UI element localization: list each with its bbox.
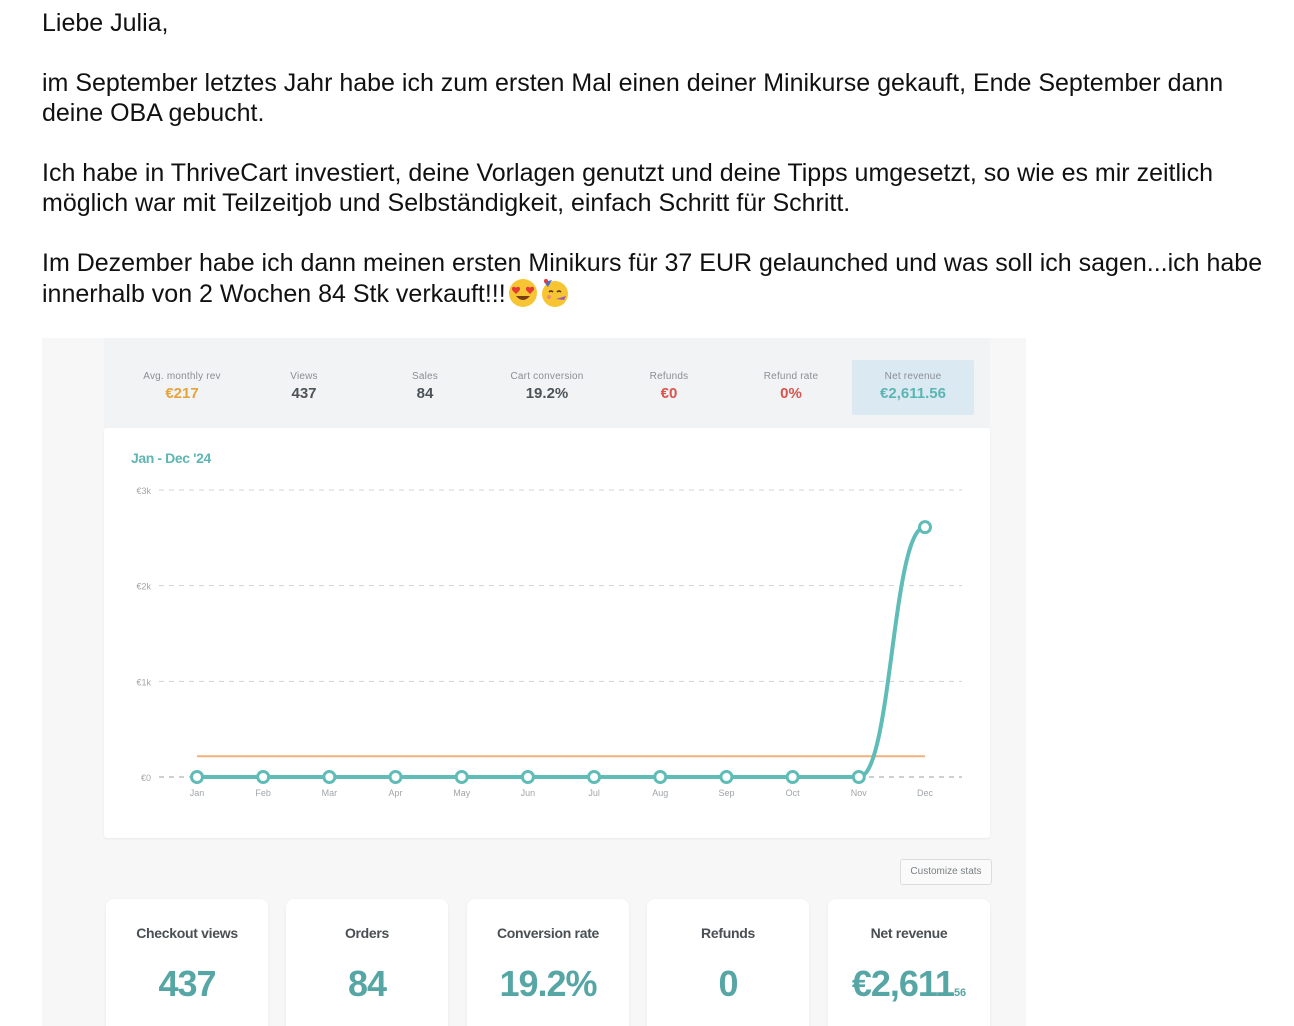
card-orders: Orders 84 <box>286 899 448 1026</box>
card-checkout-views: Checkout views 437 <box>106 899 268 1026</box>
data-point <box>587 770 602 784</box>
party-face-icon <box>541 279 568 307</box>
stat-value: 0% <box>780 385 802 402</box>
thrivecart-dashboard-screenshot: Avg. monthly rev €217 Views 437 Sales 84… <box>42 338 1026 1026</box>
stat-value: €2,611.56 <box>880 385 946 402</box>
stat-label: Cart conversion <box>510 371 584 382</box>
stat-value: 19.2% <box>525 385 569 402</box>
card-value: 0 <box>718 963 738 1004</box>
data-point <box>653 770 668 784</box>
data-point <box>785 770 800 784</box>
data-point <box>918 520 932 535</box>
card-net-revenue: Net revenue €2,61156 <box>828 899 990 1026</box>
stat-value: €0 <box>660 385 678 402</box>
x-tick-label: Sep <box>718 788 734 798</box>
stat-value: €217 <box>165 385 199 402</box>
y-tick-label: €0 <box>141 773 151 783</box>
data-point <box>719 770 734 784</box>
card-value-main: €2,611 <box>851 963 955 1004</box>
email-body: Liebe Julia, im September letztes Jahr h… <box>42 8 1272 339</box>
data-point <box>190 770 204 784</box>
stat-label: Refund rate <box>763 371 819 382</box>
stat-label: Net revenue <box>884 371 942 382</box>
stat-refunds: Refunds €0 <box>608 371 730 402</box>
stat-label: Avg. monthly rev <box>143 371 221 382</box>
data-point <box>256 770 271 784</box>
x-tick-label: Feb <box>255 788 271 798</box>
revenue-series-line <box>197 525 926 779</box>
stat-cart-conversion: Cart conversion 19.2% <box>486 371 608 402</box>
card-conversion-rate: Conversion rate 19.2% <box>467 899 629 1026</box>
y-tick-label: €3k <box>136 486 151 496</box>
y-tick-label: €1k <box>136 677 151 687</box>
x-tick-label: Apr <box>389 788 403 798</box>
stat-avg-monthly-rev: Avg. monthly rev €217 <box>121 371 243 402</box>
revenue-chart-card: Jan - Dec '24 €0 €1k €2k €3k Jan Feb Mar Apr May J… <box>104 428 990 838</box>
data-point <box>388 770 403 784</box>
customize-stats-button[interactable]: Customize stats <box>900 859 992 885</box>
card-label: Refunds <box>701 925 755 941</box>
card-value: 437 <box>158 963 216 1004</box>
data-point <box>520 770 535 784</box>
card-label: Checkout views <box>136 925 238 941</box>
x-tick-label: Mar <box>322 788 338 798</box>
x-tick-label: May <box>453 788 471 798</box>
card-value: 84 <box>347 963 387 1004</box>
paragraph-3: Im Dezember habe ich dann meinen ersten … <box>42 248 1272 309</box>
data-point <box>322 770 337 784</box>
card-refunds: Refunds 0 <box>647 899 809 1026</box>
paragraph-1: im September letztes Jahr habe ich zum e… <box>42 69 1224 127</box>
card-label: Orders <box>344 925 390 941</box>
x-tick-label: Jul <box>588 788 600 798</box>
paragraph-3-text: Im Dezember habe ich dann meinen ersten … <box>42 249 1263 308</box>
chart-title: Jan - Dec '24 <box>131 450 211 466</box>
x-tick-label: Jan <box>190 788 205 798</box>
summary-stats-bar: Avg. monthly rev €217 Views 437 Sales 84… <box>104 338 990 428</box>
card-value-cents: 56 <box>953 987 967 999</box>
card-value: €2,61156 <box>828 963 990 1005</box>
y-tick-label: €2k <box>136 582 151 592</box>
x-tick-label: Oct <box>786 788 801 798</box>
stat-value: 84 <box>416 385 434 402</box>
stat-label: Views <box>290 371 318 382</box>
data-point <box>454 770 469 784</box>
card-label: Net revenue <box>870 925 948 941</box>
stat-net-revenue[interactable]: Net revenue €2,611.56 <box>852 360 974 415</box>
paragraph-2: Ich habe in ThriveCart investiert, deine… <box>42 159 1213 217</box>
stat-sales: Sales 84 <box>364 371 486 402</box>
stat-views: Views 437 <box>243 371 365 402</box>
x-tick-label: Jun <box>521 788 536 798</box>
greeting: Liebe Julia, <box>42 9 169 37</box>
x-tick-label: Nov <box>851 788 868 798</box>
stat-refund-rate: Refund rate 0% <box>730 371 852 402</box>
stat-value: 437 <box>291 385 317 402</box>
x-tick-label: Aug <box>652 788 668 798</box>
card-label: Conversion rate <box>496 925 600 941</box>
revenue-line-chart: Jan - Dec '24 €0 €1k €2k €3k Jan Feb Mar Apr May J… <box>131 450 962 798</box>
heart-eyes-face-icon <box>508 279 537 307</box>
x-tick-label: Dec <box>917 788 934 798</box>
stat-label: Refunds <box>649 371 689 382</box>
card-value: 19.2% <box>499 963 597 1004</box>
data-point <box>851 770 866 784</box>
stat-label: Sales <box>411 371 438 382</box>
